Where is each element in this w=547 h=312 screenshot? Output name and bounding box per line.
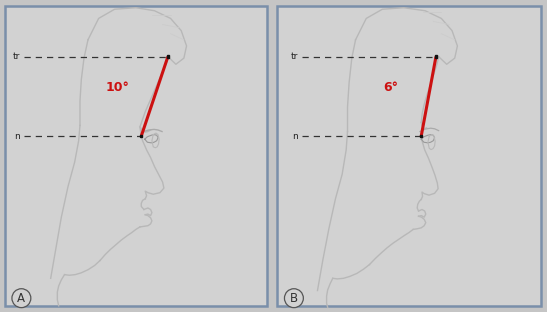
- Bar: [140, 135, 142, 137]
- Bar: [435, 56, 437, 58]
- Text: tr: tr: [290, 52, 298, 61]
- Text: n: n: [292, 132, 298, 141]
- Bar: [420, 135, 422, 137]
- Text: tr: tr: [13, 52, 20, 61]
- FancyBboxPatch shape: [277, 6, 541, 306]
- Text: B: B: [290, 292, 298, 305]
- Text: 10°: 10°: [106, 81, 129, 94]
- Text: A: A: [18, 292, 25, 305]
- FancyBboxPatch shape: [5, 6, 267, 306]
- Text: 6°: 6°: [383, 81, 399, 94]
- Bar: [167, 56, 169, 58]
- Text: n: n: [14, 132, 20, 141]
